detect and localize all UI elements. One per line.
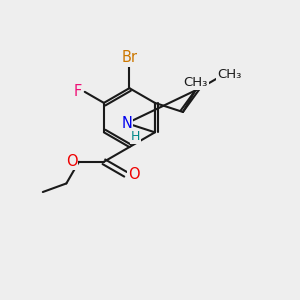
- Text: F: F: [73, 84, 82, 99]
- Text: CH₃: CH₃: [183, 76, 207, 89]
- Text: H: H: [131, 130, 140, 143]
- Text: CH₃: CH₃: [217, 68, 242, 81]
- Text: N: N: [122, 116, 132, 131]
- Text: O: O: [66, 154, 77, 169]
- Text: O: O: [128, 167, 140, 182]
- Text: Br: Br: [122, 50, 137, 65]
